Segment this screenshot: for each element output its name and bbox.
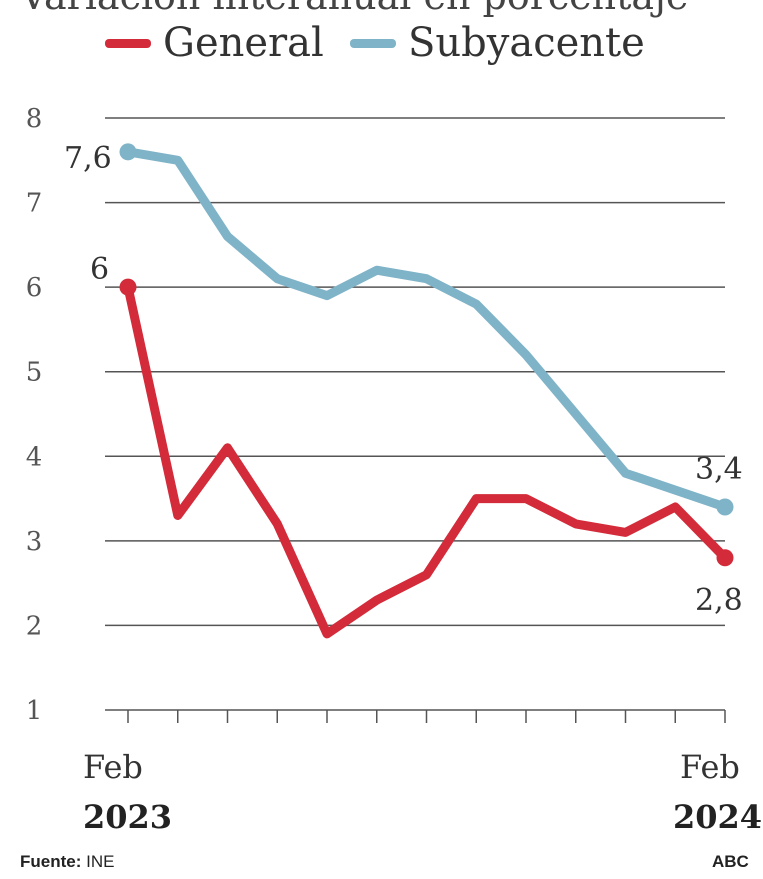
series-line-general (123, 282, 730, 639)
data-point-general-12 (716, 549, 734, 567)
legend-item-general: General (105, 20, 324, 66)
legend-label-general: General (163, 20, 324, 66)
x-tick-label-month-0: Feb (83, 748, 143, 786)
y-tick-label-2: 2 (26, 611, 43, 641)
data-label-subyacente-0: 7,6 (64, 141, 112, 176)
y-tick-label-6: 6 (26, 273, 43, 303)
data-label-general-12: 2,8 (695, 583, 743, 618)
legend-item-subyacente: Subyacente (350, 20, 645, 66)
series-line-subyacente (123, 147, 730, 512)
data-point-subyacente-12 (716, 498, 734, 516)
data-label-general-0: 6 (90, 252, 109, 287)
legend-swatch-subyacente (350, 38, 396, 48)
data-point-subyacente-0 (119, 143, 137, 161)
x-tick-label-year-1: 2024 (673, 798, 762, 836)
source-value: INE (86, 852, 115, 871)
legend-swatch-general (105, 38, 151, 48)
data-point-general-0 (119, 278, 137, 296)
y-tick-label-7: 7 (26, 189, 43, 219)
chart-title: Variación interanual en porcentaje (20, 0, 688, 18)
legend: General Subyacente (0, 20, 763, 80)
x-tick-label-month-1: Feb (680, 748, 740, 786)
source-note: Fuente: INE (20, 852, 114, 872)
y-tick-label-1: 1 (26, 696, 43, 726)
data-label-subyacente-12: 3,4 (695, 452, 743, 487)
source-label: Fuente: (20, 852, 82, 871)
y-tick-label-5: 5 (26, 358, 43, 388)
x-tick-label-year-0: 2023 (83, 798, 172, 836)
legend-label-subyacente: Subyacente (408, 20, 645, 66)
credit-logo: ABC (712, 852, 749, 871)
y-tick-label-3: 3 (26, 527, 43, 557)
y-tick-label-4: 4 (26, 442, 43, 472)
y-tick-label-8: 8 (26, 104, 43, 134)
